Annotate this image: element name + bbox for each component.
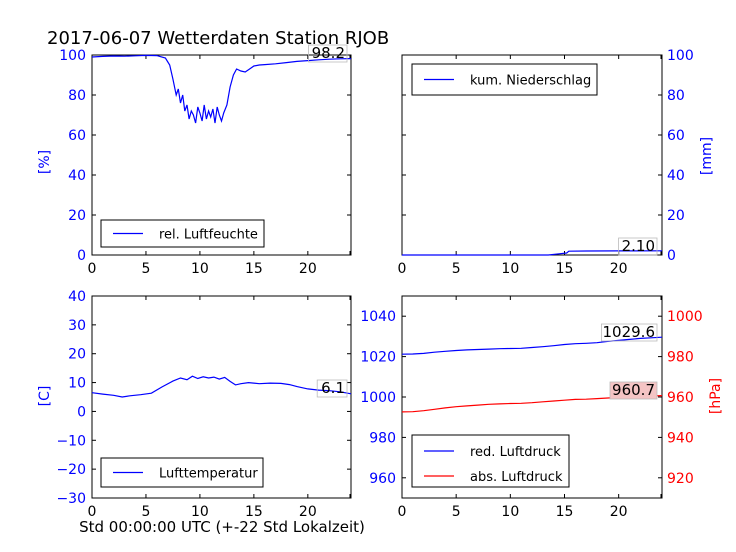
x-axis-label: Std 00:00:00 UTC (+-22 Std Lokalzeit) xyxy=(79,518,365,536)
precip-last-value: 2.10 xyxy=(622,237,655,255)
temperature-y-tick-label: 30 xyxy=(68,318,86,334)
pressure-y-tick-label-right: 980 xyxy=(667,350,694,366)
temperature-panel: 0 5 10 15 20 −30 −20 −10 0 10 20 30 40 [C] Lufttempera… xyxy=(37,289,352,520)
pressure-y-tick-label-right: 940 xyxy=(667,430,694,446)
temperature-x-tick-label: 0 xyxy=(88,504,97,520)
temperature-y-axis-label: [C] xyxy=(37,386,53,407)
pressure-y-tick-label-left: 980 xyxy=(369,430,396,446)
humidity-x-tick-label: 5 xyxy=(141,261,150,277)
temperature-legend-label: Lufttemperatur xyxy=(159,467,258,482)
humidity-y-tick-label: 20 xyxy=(68,208,86,224)
humidity-y-axis-label: [%] xyxy=(37,150,53,174)
humidity-x-tick-label: 10 xyxy=(191,261,209,277)
pressure-y-tick-label-right: 960 xyxy=(667,390,694,406)
temperature-y-tick-label: −10 xyxy=(56,433,86,449)
temperature-y-tick-label: 10 xyxy=(68,376,86,392)
precip-last-value-box xyxy=(618,237,658,256)
precipitation-y-tick-label: 100 xyxy=(667,48,694,64)
humidity-x-tick-label: 20 xyxy=(299,261,317,277)
precipitation-y-axis-label: [mm] xyxy=(699,137,715,175)
precipitation-y-tick-label: 60 xyxy=(667,128,685,144)
pressure-y-tick-label-left: 1040 xyxy=(360,309,396,325)
pressure-x-tick-label: 10 xyxy=(501,504,519,520)
temp-last-value: 6.1 xyxy=(321,379,345,397)
precipitation-x-tick-label: 20 xyxy=(610,261,628,277)
temperature-x-tick-label: 5 xyxy=(141,504,150,520)
precipitation-legend-label: kum. Niederschlag xyxy=(470,74,591,89)
temperature-x-tick-label: 10 xyxy=(191,504,209,520)
precipitation-y-tick-label: 20 xyxy=(667,208,685,224)
humidity-panel: 0 5 10 15 20 0 20 40 60 80 100 [%] rel. Luftfeuchte 9… xyxy=(37,44,352,277)
precipitation-y-tick-label: 0 xyxy=(667,248,676,264)
pressure-y-tick-label-left: 960 xyxy=(369,471,396,487)
figure-title: 2017-06-07 Wetterdaten Station RJOB xyxy=(47,28,389,49)
humidity-y-tick-label: 0 xyxy=(77,248,86,264)
precipitation-panel: 0 5 10 15 20 0 20 40 60 80 100 [mm] kum. Niederschla… xyxy=(398,48,715,277)
humidity-x-tick-label: 0 xyxy=(88,261,97,277)
humidity-last-value: 98.2 xyxy=(312,44,345,62)
pressure-panel: 0 5 10 15 20 960 980 1000 1020 1040 920 940 960 980 10… xyxy=(360,295,724,520)
temperature-y-tick-label: −30 xyxy=(56,491,86,507)
pressure-y-tick-label-right: 1000 xyxy=(667,309,703,325)
humidity-y-tick-label: 100 xyxy=(59,48,86,64)
pressure-red-last-value: 1029.6 xyxy=(603,323,656,341)
pressure-red-last-value-box xyxy=(601,323,658,342)
precipitation-y-tick-label: 80 xyxy=(667,88,685,104)
precipitation-y-tick-label: 40 xyxy=(667,168,685,184)
precipitation-x-tick-label: 0 xyxy=(398,261,407,277)
humidity-y-tick-label: 60 xyxy=(68,128,86,144)
pressure-y-axis-label-right: [hPa] xyxy=(708,378,724,414)
temperature-x-tick-label: 20 xyxy=(299,504,317,520)
humidity-axes-frame xyxy=(91,54,352,256)
humidity-legend-label: rel. Luftfeuchte xyxy=(159,228,258,243)
humidity-y-tick-label: 40 xyxy=(68,168,86,184)
pressure-legend-label: red. Luftdruck xyxy=(470,445,561,460)
pressure-x-tick-label: 20 xyxy=(610,504,628,520)
precipitation-x-tick-label: 15 xyxy=(556,261,574,277)
temperature-x-tick-label: 15 xyxy=(245,504,263,520)
temperature-series-line xyxy=(91,375,352,398)
precipitation-x-tick-label: 5 xyxy=(452,261,461,277)
pressure-legend-label: abs. Luftdruck xyxy=(470,470,563,485)
temperature-y-tick-label: 20 xyxy=(68,347,86,363)
humidity-series-line xyxy=(91,54,352,124)
pressure-x-tick-label: 15 xyxy=(556,504,574,520)
pressure-x-tick-label: 5 xyxy=(452,504,461,520)
temperature-y-tick-label: −20 xyxy=(56,462,86,478)
precipitation-series-line xyxy=(402,250,663,256)
humidity-last-value-box xyxy=(308,44,348,63)
temp-last-value-box xyxy=(316,379,348,398)
humidity-x-tick-label: 15 xyxy=(245,261,263,277)
pressure-y-tick-label-left: 1020 xyxy=(360,350,396,366)
temperature-y-tick-label: 0 xyxy=(77,404,86,420)
humidity-y-tick-label: 80 xyxy=(68,88,86,104)
pressure-x-tick-label: 0 xyxy=(398,504,407,520)
pressure-y-tick-label-right: 920 xyxy=(667,471,694,487)
precipitation-x-tick-label: 10 xyxy=(501,261,519,277)
pressure-abs-last-value-box xyxy=(609,381,658,400)
temperature-axes-frame xyxy=(91,295,352,499)
pressure-abs-last-value: 960.7 xyxy=(612,381,655,399)
pressure-series-line xyxy=(401,336,663,355)
temperature-y-tick-label: 40 xyxy=(68,289,86,305)
pressure-y-tick-label-left: 1000 xyxy=(360,390,396,406)
pressure-legend-box xyxy=(411,434,570,488)
